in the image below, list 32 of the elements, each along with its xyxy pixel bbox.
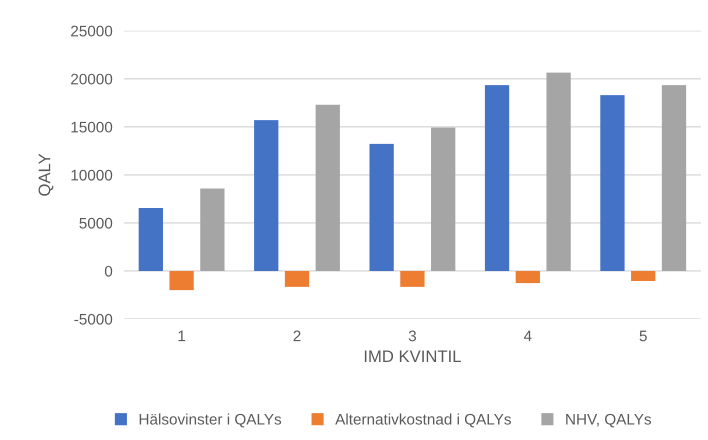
bar <box>284 270 310 287</box>
bar <box>662 85 686 271</box>
bar <box>169 270 194 290</box>
x-tick-label: 1 <box>178 330 186 342</box>
bar <box>400 270 425 287</box>
y-tick-label: 0 <box>104 266 112 277</box>
bar <box>431 128 456 271</box>
y-tick-label: 15000 <box>71 122 112 133</box>
y-tick-label: 10000 <box>71 170 112 181</box>
y-tick-label: 20000 <box>71 74 112 85</box>
bar <box>316 104 340 271</box>
legend-label: Alternativkostnad i QALYs <box>335 413 511 428</box>
x-tick-label: 3 <box>408 330 416 342</box>
bar <box>254 120 278 271</box>
y-tick-label: 5000 <box>79 218 112 229</box>
x-axis-title: IMD KVINTIL <box>364 350 461 362</box>
bar <box>369 144 394 271</box>
bar <box>484 85 510 271</box>
bar <box>546 72 571 271</box>
bar <box>138 208 163 271</box>
bar <box>631 270 656 281</box>
y-tick-label: -5000 <box>74 314 112 325</box>
bar <box>200 188 225 271</box>
bar <box>516 270 540 284</box>
x-tick-label: 4 <box>524 330 532 342</box>
y-tick-label: 25000 <box>71 26 112 36</box>
legend-label: Hälsovinster i QALYs <box>140 413 282 428</box>
bar <box>600 95 625 271</box>
x-tick-label: 2 <box>294 330 300 342</box>
x-tick-label: 5 <box>640 330 647 342</box>
y-axis-title: QALY <box>38 154 54 196</box>
legend-label: NHV, QALYs <box>566 414 652 428</box>
